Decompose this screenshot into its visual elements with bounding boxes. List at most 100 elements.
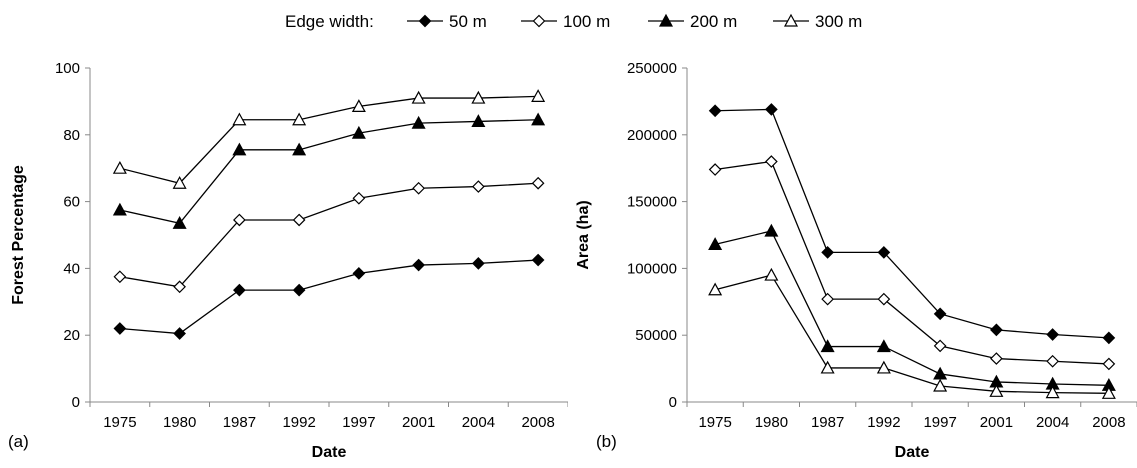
legend-marker	[418, 14, 432, 28]
x-tick-label: 1975	[698, 414, 731, 431]
x-tick-label: 1987	[811, 414, 844, 431]
x-tick-label: 1992	[867, 414, 900, 431]
data-point	[531, 89, 546, 102]
data-point	[876, 360, 891, 374]
legend-item: 300 m	[773, 12, 862, 31]
y-tick-label: 50000	[635, 327, 677, 344]
series-line	[119, 95, 539, 184]
data-point	[821, 292, 834, 306]
data-point	[113, 270, 127, 284]
data-point	[472, 180, 485, 193]
x-axis-title: Date	[312, 444, 347, 461]
data-point	[1101, 386, 1116, 399]
data-point	[233, 213, 246, 227]
series-line	[714, 274, 1109, 394]
x-tick-label: 1997	[923, 414, 956, 431]
x-tick-label: 1992	[282, 414, 315, 431]
legend-label: 50 m	[449, 12, 487, 31]
data-point	[112, 160, 127, 174]
legend-item: 200 m	[648, 12, 737, 31]
data-point	[990, 352, 1003, 365]
x-tick-label: 2004	[1036, 414, 1069, 431]
data-point	[232, 112, 247, 126]
data-point	[232, 142, 247, 156]
data-point	[471, 90, 486, 104]
data-point	[531, 112, 546, 126]
data-point	[708, 237, 723, 250]
legend-item: 100 m	[521, 12, 610, 31]
y-tick-label: 20	[63, 327, 80, 344]
data-point	[933, 366, 948, 380]
x-tick-label: 2008	[1092, 414, 1125, 431]
x-axis-title: Date	[895, 444, 930, 461]
data-point	[172, 175, 187, 189]
legend-marker	[783, 13, 799, 27]
data-point	[764, 223, 779, 237]
legend-label: 100 m	[563, 12, 610, 31]
series-50-m	[708, 103, 1116, 345]
data-point	[351, 99, 366, 113]
panel-label: (a)	[8, 432, 29, 451]
x-tick-label: 2001	[402, 414, 435, 431]
data-point	[292, 112, 307, 126]
data-point	[233, 283, 246, 297]
legend-label: 300 m	[815, 12, 862, 31]
legend-marker	[658, 13, 674, 27]
series-line	[715, 160, 1109, 365]
series-line	[714, 230, 1109, 386]
data-point	[352, 191, 366, 205]
data-point	[412, 258, 425, 272]
data-point	[876, 339, 891, 353]
chart-a: 0 20 40 60 80 100 1975 1980 1987 1992 1997 2001 2004…	[8, 60, 568, 461]
data-point	[173, 280, 186, 294]
legend-title: Edge width:	[285, 12, 374, 31]
data-point	[821, 246, 834, 259]
series-300-m	[112, 89, 546, 189]
x-tick-label: 1980	[163, 414, 196, 431]
data-point	[352, 267, 366, 280]
data-point	[411, 90, 426, 104]
data-point	[292, 142, 307, 156]
data-point	[877, 246, 891, 259]
data-point	[820, 339, 835, 353]
legend-label: 200 m	[690, 12, 737, 31]
data-point	[765, 103, 778, 116]
data-point	[708, 104, 722, 118]
data-point	[708, 163, 722, 176]
series-line	[119, 259, 539, 335]
series-300-m	[708, 267, 1116, 399]
data-point	[877, 292, 891, 306]
data-point	[1045, 385, 1060, 399]
data-point	[112, 202, 127, 216]
series-line	[715, 108, 1109, 339]
data-point	[471, 114, 486, 128]
y-tick-label: 200000	[627, 127, 677, 144]
data-point	[1102, 357, 1116, 371]
data-point	[113, 322, 127, 335]
data-point	[472, 257, 485, 270]
legend-item: 50 m	[407, 12, 487, 31]
data-point	[990, 323, 1003, 337]
y-axis-title: Area (ha)	[575, 200, 592, 269]
data-point	[292, 213, 306, 227]
data-point	[172, 216, 187, 229]
data-point	[933, 378, 948, 392]
x-tick-label: 2008	[521, 414, 554, 431]
y-tick-label: 0	[72, 394, 80, 411]
series-200-m	[112, 112, 546, 229]
x-tick-label: 2004	[462, 414, 495, 431]
y-tick-label: 100	[55, 60, 80, 77]
y-tick-label: 0	[669, 394, 677, 411]
series-100-m	[113, 176, 545, 294]
data-point	[531, 253, 545, 267]
data-point	[765, 155, 778, 168]
data-point	[531, 176, 545, 190]
y-axis-title: Forest Percentage	[10, 165, 27, 305]
data-point	[989, 384, 1004, 397]
data-point	[708, 282, 723, 296]
chart-legend: Edge width: 50 m 100 m 200 m 300 m	[285, 12, 862, 31]
y-tick-label: 150000	[627, 194, 677, 211]
y-tick-label: 40	[63, 260, 80, 277]
x-tick-label: 1987	[223, 414, 256, 431]
x-tick-label: 1997	[342, 414, 375, 431]
